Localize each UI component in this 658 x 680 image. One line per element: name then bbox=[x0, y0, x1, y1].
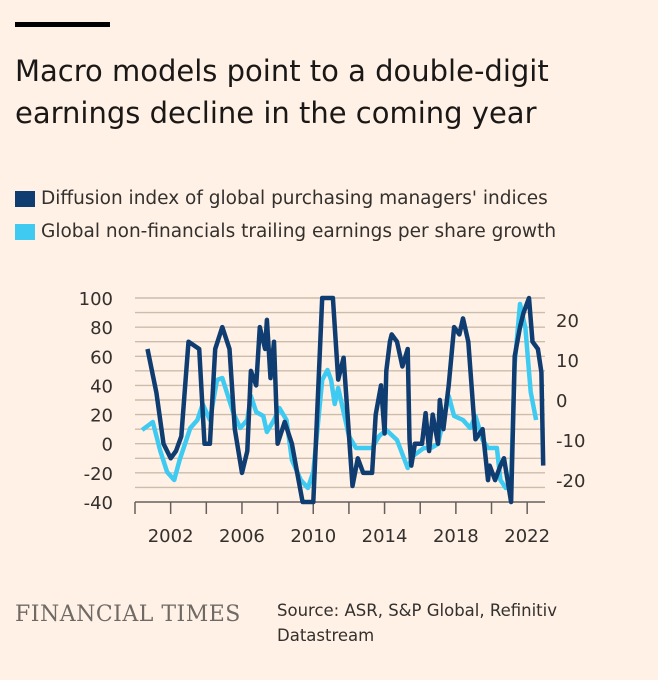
y-left-tick-label: 20 bbox=[90, 406, 113, 427]
y-right-tick-label: 10 bbox=[556, 351, 579, 372]
y-axis-left-title: Diffusion index of global F bbox=[10, 281, 34, 554]
legend-label: Global non-financials trailing earnings … bbox=[41, 221, 557, 242]
y-left-tick-label: 40 bbox=[90, 376, 113, 397]
legend-label: Diffusion index of global purchasing man… bbox=[41, 188, 548, 209]
legend: Diffusion index of global purchasing man… bbox=[15, 182, 556, 248]
y-left-tick-label: 0 bbox=[102, 435, 113, 456]
tick-labels: 2002 2006 2010 2014 2018 2022100806040200-20-… bbox=[79, 289, 586, 547]
series-lines bbox=[140, 295, 546, 505]
y-left-tick-label: 80 bbox=[90, 318, 113, 339]
y-right-tick-label: -10 bbox=[556, 431, 585, 452]
legend-swatch-light bbox=[15, 223, 35, 240]
ft-top-bar bbox=[15, 22, 110, 27]
source-note: Source: ASR, S&P Global, Refinitiv Datas… bbox=[277, 601, 557, 645]
legend-item-pmi: Diffusion index of global purchasing man… bbox=[15, 182, 556, 215]
y-right-tick-label: -20 bbox=[556, 471, 585, 492]
x-axis bbox=[134, 501, 545, 514]
x-tick-label: 2022 bbox=[504, 526, 550, 547]
legend-swatch-dark bbox=[15, 190, 35, 207]
x-tick-label: 2002 bbox=[148, 526, 194, 547]
y-right-tick-label: 20 bbox=[556, 311, 579, 332]
x-tick-label: 2010 bbox=[290, 526, 336, 547]
legend-item-eps: Global non-financials trailing earnings … bbox=[15, 215, 556, 248]
y-left-tick-label: 100 bbox=[79, 289, 113, 310]
y-left-tick-label: 60 bbox=[90, 347, 113, 368]
y-axis-right-title: non-financials trailing EF bbox=[618, 288, 642, 547]
chart-title: Macro models point to a double-digit ear… bbox=[15, 54, 549, 130]
ft-logo: FINANCIAL TIMES bbox=[15, 602, 241, 627]
y-right-tick-label: 0 bbox=[556, 391, 567, 412]
x-tick-label: 2014 bbox=[362, 526, 408, 547]
y-left-tick-label: -20 bbox=[84, 464, 113, 485]
x-tick-label: 2018 bbox=[433, 526, 479, 547]
x-tick-label: 2006 bbox=[219, 526, 265, 547]
y-left-tick-label: -40 bbox=[84, 493, 113, 514]
series-line-pmi-diffusion bbox=[145, 295, 546, 505]
